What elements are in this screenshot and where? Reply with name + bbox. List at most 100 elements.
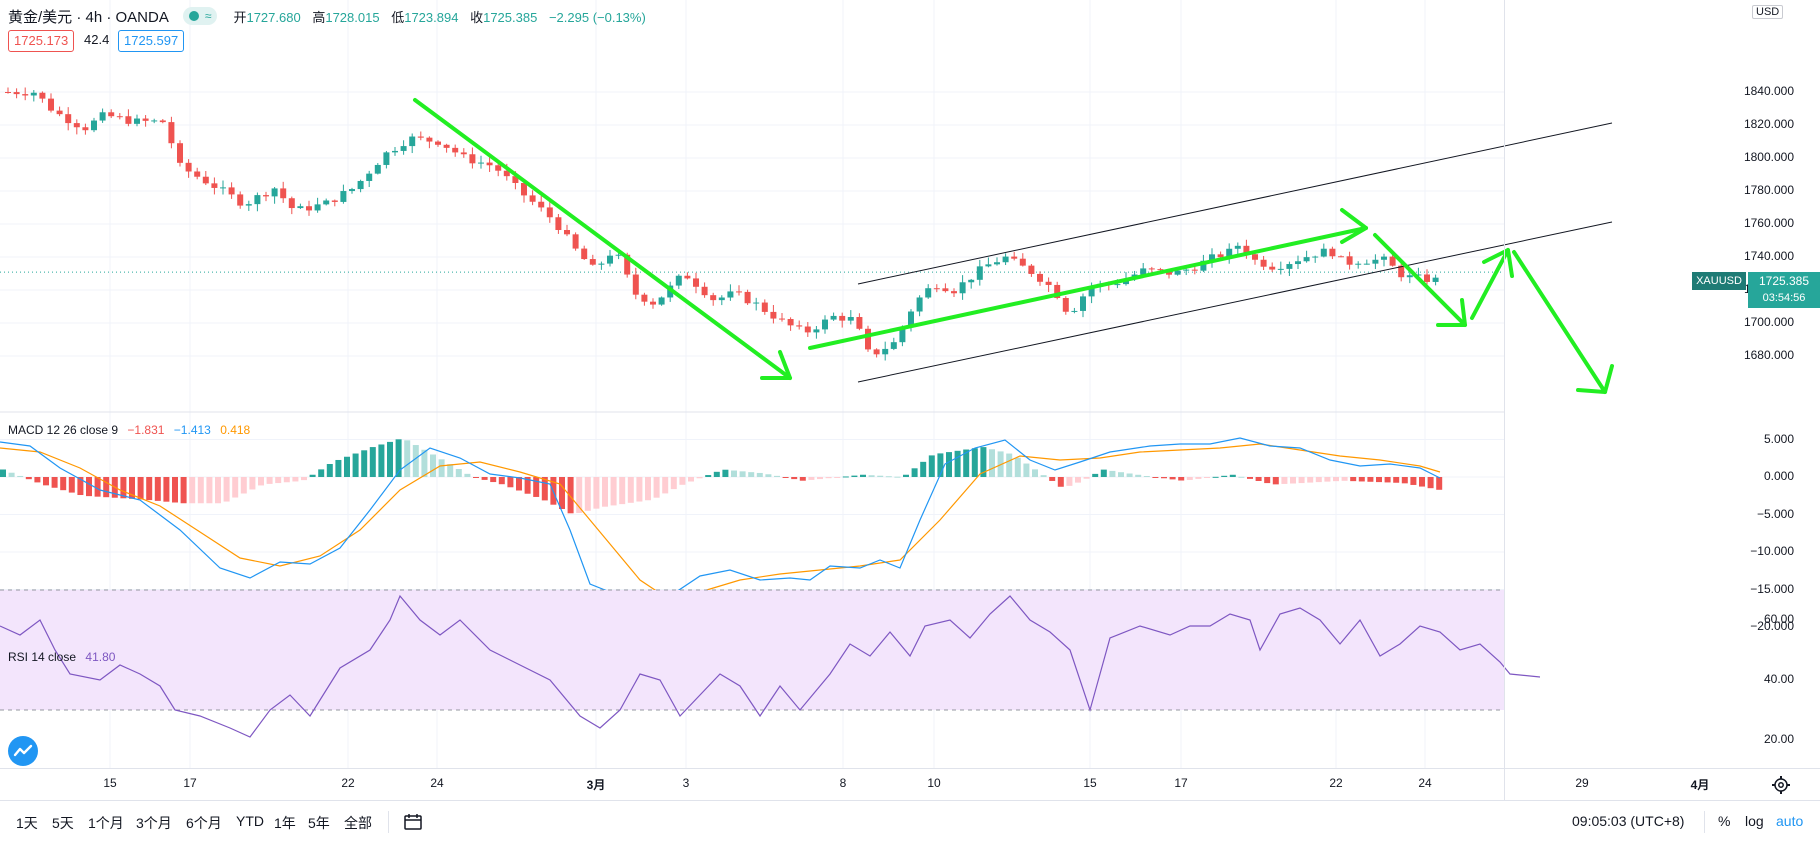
candle-body [1320,248,1327,257]
candle-body [417,136,424,138]
log-scale-button[interactable]: log [1745,813,1764,829]
candle-body [589,259,596,265]
macd-histogram-bar [1298,477,1305,484]
drawing-layer[interactable] [413,98,1614,394]
candle-body [822,319,828,330]
candle-body [314,204,321,211]
candle-body [521,182,527,196]
candle-body [435,141,441,145]
candle-body [830,315,837,320]
ask-price-button[interactable]: 1725.597 [118,30,185,52]
auto-scale-button[interactable]: auto [1776,813,1804,829]
macd-histogram-bar [25,477,32,480]
candle-body [56,110,63,115]
candle-body [847,317,854,321]
macd-histogram-bar [1049,477,1056,481]
macd-histogram-bar [1006,453,1013,477]
rsi-value: 41.80 [85,650,116,664]
clock-timezone[interactable]: 09:05:03 (UTC+8) [1572,813,1685,829]
macd-histogram-bar [361,450,368,477]
macd-histogram-bar [1419,477,1425,487]
macd-histogram-bar [507,477,514,488]
range-button-3[interactable]: 3个月 [136,815,172,831]
macd-histogram-bar [223,477,230,502]
macd-histogram-bar [1204,477,1210,478]
candle-body [134,118,140,124]
macd-histogram-bar [43,477,49,486]
range-button-4[interactable]: 6个月 [186,815,222,831]
settings-gear-icon[interactable] [1770,774,1792,796]
range-button-1[interactable]: 5天 [52,815,74,831]
range-button-8[interactable]: 全部 [344,815,372,831]
low-value: 1723.894 [404,9,459,25]
macd-histogram-bar [1367,477,1374,482]
percent-scale-button[interactable]: % [1718,813,1731,829]
candle-body [873,349,880,355]
candle-body [744,291,751,304]
macd-histogram-bar [903,474,909,477]
range-button-2[interactable]: 1个月 [88,815,124,831]
candle-body [1406,275,1413,278]
macd-histogram-bar [1333,477,1339,482]
candle-body [1062,298,1069,312]
candle-body [615,254,622,256]
macd-histogram-bar [1281,477,1288,484]
date-range-icon[interactable] [402,811,424,833]
chart-legend: 黄金/美元 · 4h · OANDA ≈ 开1727.680 高1728.015… [8,6,654,26]
symbol-title[interactable]: 黄金/美元 · 4h · OANDA [8,8,169,26]
candle-body [899,327,906,343]
price-tick-label: 1740.000 [1743,249,1794,263]
range-button-6[interactable]: 1年 [274,815,296,831]
macd-histogram-bar [94,477,101,497]
candle-body [349,189,355,192]
candle-body [254,195,261,205]
candle-body [650,301,656,305]
macd-histogram-bar [1247,477,1253,479]
currency-button[interactable]: USD [1752,5,1784,19]
candle-body [925,288,932,298]
time-tick-label: 24 [430,776,444,790]
tradingview-logo-icon[interactable] [8,736,38,766]
candle-body [340,191,347,202]
macd-tick-label: −10.000 [1750,544,1794,558]
bounce-arrow-head [1482,248,1514,278]
macd-histogram-bar [1178,477,1185,481]
range-button-0[interactable]: 1天 [16,815,38,831]
market-status-badge[interactable]: ≈ [182,7,218,25]
macd-histogram-bar [1272,477,1279,485]
macd-histogram-bar [301,477,307,481]
macd-histogram-bar [713,471,720,477]
macd-histogram-bar [791,477,798,480]
candle-body [1226,248,1233,258]
macd-histogram-bar [1135,474,1142,477]
candle-body [228,187,235,195]
candle-body [753,302,760,304]
channel-lower-line [857,221,1613,383]
macd-histogram-bar [1221,475,1228,477]
macd-legend[interactable]: MACD 12 26 close 9 −1.831 −1.413 0.418 [8,423,251,437]
macd-tick-label: 5.000 [1763,431,1794,446]
candle-body [959,282,966,294]
range-button-7[interactable]: 5年 [308,815,330,831]
candle-body [916,297,923,312]
macd-histogram-bar [490,477,497,483]
macd-histogram-bar [1358,477,1365,482]
candle-body [478,162,484,164]
range-button-5[interactable]: YTD [236,813,264,829]
candle-body [168,122,175,144]
macd-histogram-bar [722,469,729,477]
candle-body [581,248,588,260]
price-tick-label: 1700.000 [1743,315,1794,329]
macd-histogram-bar [1109,470,1116,477]
market-open-dot-icon [188,11,199,21]
last-price: 1725.385 [1758,274,1810,288]
bid-price-button[interactable]: 1725.173 [8,30,75,52]
macd-tick-label: 0.000 [1763,469,1794,483]
candle-body [976,266,983,280]
macd-histogram-bar [240,477,247,494]
macd-histogram-bar [473,477,479,478]
rsi-legend[interactable]: RSI 14 close 41.80 [8,650,116,664]
macd-histogram-bar [1324,477,1331,482]
price-tick-label: 1820.000 [1743,117,1794,131]
